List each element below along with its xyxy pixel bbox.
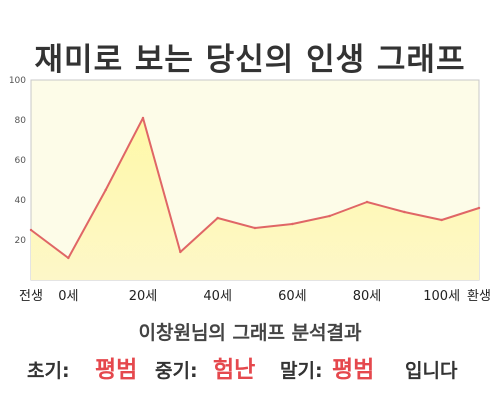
x-tick-label: 전생 <box>19 289 43 304</box>
data-point <box>141 116 145 120</box>
ending-text: 입니다 <box>405 360 458 382</box>
data-point <box>365 200 369 204</box>
x-tick-label: 환생 <box>467 289 491 304</box>
late-value: 평범 <box>332 357 375 383</box>
data-point <box>477 206 481 210</box>
data-point <box>403 210 406 214</box>
x-tick-label: 0세 <box>58 289 78 304</box>
y-tick-label: 100 <box>9 76 26 86</box>
data-point <box>216 216 219 220</box>
x-tick-label: 100세 <box>423 289 460 304</box>
early-label: 초기: <box>27 360 70 382</box>
result-subtitle: 이창원님의 그래프 분석결과 <box>138 322 362 344</box>
y-tick-label: 60 <box>15 156 27 166</box>
data-point <box>29 228 33 232</box>
data-point <box>67 256 70 260</box>
data-point <box>104 188 107 192</box>
data-point <box>328 214 331 218</box>
series-area <box>31 118 479 280</box>
data-point <box>179 250 182 254</box>
data-point <box>253 226 257 230</box>
x-tick-label: 60세 <box>278 289 307 304</box>
x-tick-label: 40세 <box>203 289 232 304</box>
page-title: 재미로 보는 당신의 인생 그래프 <box>34 42 466 78</box>
x-tick-label: 80세 <box>353 289 382 304</box>
early-value: 평범 <box>95 357 138 383</box>
data-point <box>291 222 294 226</box>
y-tick-label: 20 <box>15 236 27 246</box>
life-graph-chart: 20 40 60 80 100 전생 0세 20세 40세 60세 80세 100세 환생 <box>9 76 491 304</box>
x-tick-label: 20세 <box>129 289 158 304</box>
middle-value: 험난 <box>213 357 256 383</box>
middle-label: 중기: <box>155 360 198 382</box>
y-tick-label: 40 <box>15 196 27 206</box>
y-tick-label: 80 <box>15 116 27 126</box>
data-point <box>440 218 443 222</box>
late-label: 말기: <box>280 360 323 382</box>
